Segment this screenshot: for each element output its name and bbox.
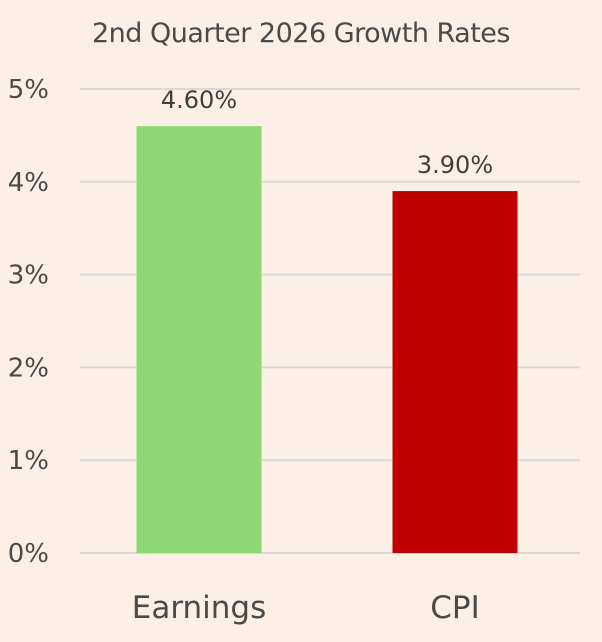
data-label: 4.60%: [161, 86, 237, 114]
bar-earnings: [136, 126, 262, 554]
data-label: 3.90%: [417, 151, 493, 179]
y-tick-label: 3%: [8, 261, 49, 291]
x-tick-label: CPI: [430, 590, 479, 626]
y-tick-label: 1%: [8, 446, 49, 476]
y-tick-label: 2%: [8, 353, 49, 383]
y-tick-label: 5%: [8, 75, 49, 105]
x-tick-label: Earnings: [132, 590, 267, 626]
chart-title: 2nd Quarter 2026 Growth Rates: [92, 18, 511, 49]
y-tick-label: 4%: [8, 168, 49, 198]
bar-cpi: [392, 191, 518, 553]
y-tick-label: 0%: [8, 539, 49, 569]
